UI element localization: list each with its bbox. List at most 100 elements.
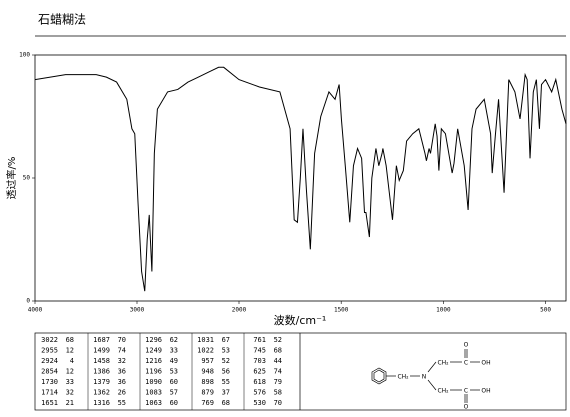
peak-wavenumber: 1031 [197, 336, 214, 344]
peak-transmittance: 70 [274, 399, 282, 407]
structure-label: C [464, 360, 468, 367]
peak-wavenumber: 1022 [197, 347, 214, 355]
peak-transmittance: 53 [170, 368, 178, 376]
peak-transmittance: 12 [66, 347, 74, 355]
peak-wavenumber: 1458 [93, 357, 110, 365]
structure-label: CH₂ [437, 388, 449, 395]
peak-wavenumber: 1063 [145, 399, 162, 407]
x-tick-label: 4000 [28, 307, 43, 314]
peak-wavenumber: 618 [253, 378, 266, 386]
peak-transmittance: 55 [118, 399, 126, 407]
peak-wavenumber: 1379 [93, 378, 110, 386]
peak-transmittance: 74 [118, 347, 126, 355]
structure [371, 349, 480, 403]
peak-transmittance: 56 [222, 368, 230, 376]
peak-wavenumber: 1362 [93, 389, 110, 397]
peak-transmittance: 36 [118, 368, 126, 376]
peak-transmittance: 33 [170, 347, 178, 355]
structure-label: O [464, 342, 469, 349]
peak-wavenumber: 1316 [93, 399, 110, 407]
y-tick-label: 0 [26, 298, 30, 305]
peak-transmittance: 60 [170, 399, 178, 407]
benzene-inner [373, 369, 385, 383]
x-tick-label: 500 [540, 307, 551, 314]
peak-transmittance: 68 [66, 336, 74, 344]
structure-label: O [464, 404, 469, 411]
peak-transmittance: 53 [222, 347, 230, 355]
x-tick-label: 3000 [130, 307, 145, 314]
peak-wavenumber: 2924 [41, 357, 58, 365]
structure-label: C [464, 388, 468, 395]
chart-title: 石蜡糊法 [38, 12, 86, 27]
peak-transmittance: 4 [70, 357, 74, 365]
peak-wavenumber: 1386 [93, 368, 110, 376]
structure-label: CH₂ [397, 374, 409, 381]
peak-wavenumber: 530 [253, 399, 266, 407]
y-tick-label: 100 [19, 52, 30, 59]
peak-wavenumber: 769 [201, 399, 214, 407]
peak-transmittance: 57 [170, 389, 178, 397]
peak-wavenumber: 3022 [41, 336, 58, 344]
peak-wavenumber: 2955 [41, 347, 58, 355]
structure-label: OH [481, 388, 490, 395]
peak-wavenumber: 576 [253, 389, 266, 397]
peak-wavenumber: 1687 [93, 336, 110, 344]
peak-wavenumber: 745 [253, 347, 266, 355]
peak-wavenumber: 1083 [145, 389, 162, 397]
peak-wavenumber: 1249 [145, 347, 162, 355]
x-tick-label: 1000 [436, 307, 451, 314]
spectrum-line [34, 66, 567, 292]
bond [427, 379, 437, 391]
peak-wavenumber: 879 [201, 389, 214, 397]
peak-wavenumber: 1090 [145, 378, 162, 386]
peak-transmittance: 60 [170, 378, 178, 386]
peak-transmittance: 52 [222, 357, 230, 365]
peak-transmittance: 37 [222, 389, 230, 397]
peak-wavenumber: 703 [253, 357, 266, 365]
peak-transmittance: 26 [118, 389, 126, 397]
peak-transmittance: 52 [274, 336, 282, 344]
peak-transmittance: 21 [66, 399, 74, 407]
peak-transmittance: 67 [222, 336, 230, 344]
y-axis-label: 透过率/% [5, 157, 18, 200]
peak-transmittance: 49 [170, 357, 178, 365]
peak-wavenumber: 898 [201, 378, 214, 386]
peak-wavenumber: 2854 [41, 368, 58, 376]
bond [427, 361, 437, 373]
peak-transmittance: 79 [274, 378, 282, 386]
structure-label: CH₂ [437, 360, 449, 367]
benzene-ring [371, 367, 387, 385]
peak-wavenumber: 948 [201, 368, 214, 376]
peak-wavenumber: 1216 [145, 357, 162, 365]
x-tick-label: 2000 [232, 307, 247, 314]
peak-wavenumber: 1196 [145, 368, 162, 376]
peak-transmittance: 62 [170, 336, 178, 344]
structure-label: N [422, 374, 427, 381]
peak-transmittance: 74 [274, 368, 282, 376]
peak-wavenumber: 957 [201, 357, 214, 365]
x-tick-label: 1500 [334, 307, 349, 314]
peak-wavenumber: 1714 [41, 389, 58, 397]
peak-transmittance: 68 [274, 347, 282, 355]
peak-wavenumber: 1730 [41, 378, 58, 386]
peak-wavenumber: 1499 [93, 347, 110, 355]
peak-wavenumber: 761 [253, 336, 266, 344]
peak-transmittance: 33 [66, 378, 74, 386]
peak-wavenumber: 625 [253, 368, 266, 376]
peak-transmittance: 32 [118, 357, 126, 365]
x-axis-label: 波数/cm⁻¹ [274, 314, 327, 327]
peak-wavenumber: 1651 [41, 399, 58, 407]
peak-wavenumber: 1296 [145, 336, 162, 344]
peak-transmittance: 12 [66, 368, 74, 376]
peak-transmittance: 55 [222, 378, 230, 386]
y-tick-label: 50 [23, 175, 31, 182]
peak-transmittance: 70 [118, 336, 126, 344]
peak-transmittance: 36 [118, 378, 126, 386]
peak-transmittance: 58 [274, 389, 282, 397]
peak-transmittance: 44 [274, 357, 282, 365]
structure-label: OH [481, 360, 490, 367]
peak-transmittance: 32 [66, 389, 74, 397]
table-frame [34, 332, 567, 411]
peak-transmittance: 68 [222, 399, 230, 407]
